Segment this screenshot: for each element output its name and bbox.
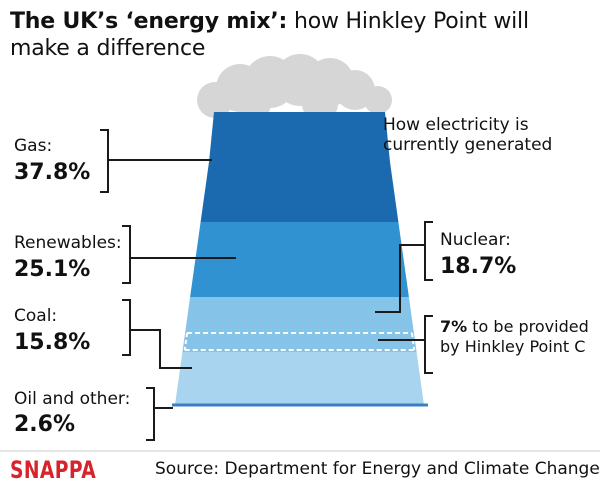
page-title: The UK’s ‘energy mix’: how Hinkley Point…: [10, 8, 595, 62]
gas-segment: [200, 112, 399, 222]
coal-label: Coal:: [14, 306, 58, 326]
hinkley-band-line: [410, 332, 416, 351]
renewables-label: Renewables:: [14, 233, 122, 253]
oil-bracket: [146, 387, 173, 441]
oil-value: 2.6%: [14, 412, 76, 437]
hinkley-annotation: 7% to be provided by Hinkley Point C: [440, 317, 590, 357]
brand-logo: SNAPPA: [10, 456, 97, 484]
coal-value: 15.8%: [14, 330, 91, 355]
hinkley-bracket: [378, 315, 433, 374]
title-rest: how Hinkley Point will make a difference: [10, 9, 529, 61]
nuclear-label: Nuclear:: [440, 230, 511, 250]
nuclear-value: 18.7%: [440, 254, 517, 279]
hinkley-percent: 7%: [440, 317, 468, 336]
nuclear-bracket: [375, 221, 433, 313]
hinkley-band-line: [183, 332, 189, 351]
gas-bracket: [100, 129, 212, 193]
gas-value: 37.8%: [14, 160, 91, 185]
coal-bracket: [122, 299, 192, 369]
renewables-bracket: [122, 225, 236, 284]
renewables-value: 25.1%: [14, 257, 91, 282]
title-bold: The UK’s ‘energy mix’:: [10, 9, 288, 34]
hinkley-text: to be provided by Hinkley Point C: [440, 317, 589, 356]
chart-subtitle: How electricity is currently generated: [383, 115, 553, 155]
smoke-puff: [364, 86, 392, 114]
source-note: Source: Department for Energy and Climat…: [155, 459, 600, 479]
oil-segment: [175, 352, 424, 405]
gas-label: Gas:: [14, 136, 53, 156]
oil-label: Oil and other:: [14, 389, 131, 409]
coal-segment: [182, 297, 417, 352]
renewables-segment: [190, 222, 409, 297]
